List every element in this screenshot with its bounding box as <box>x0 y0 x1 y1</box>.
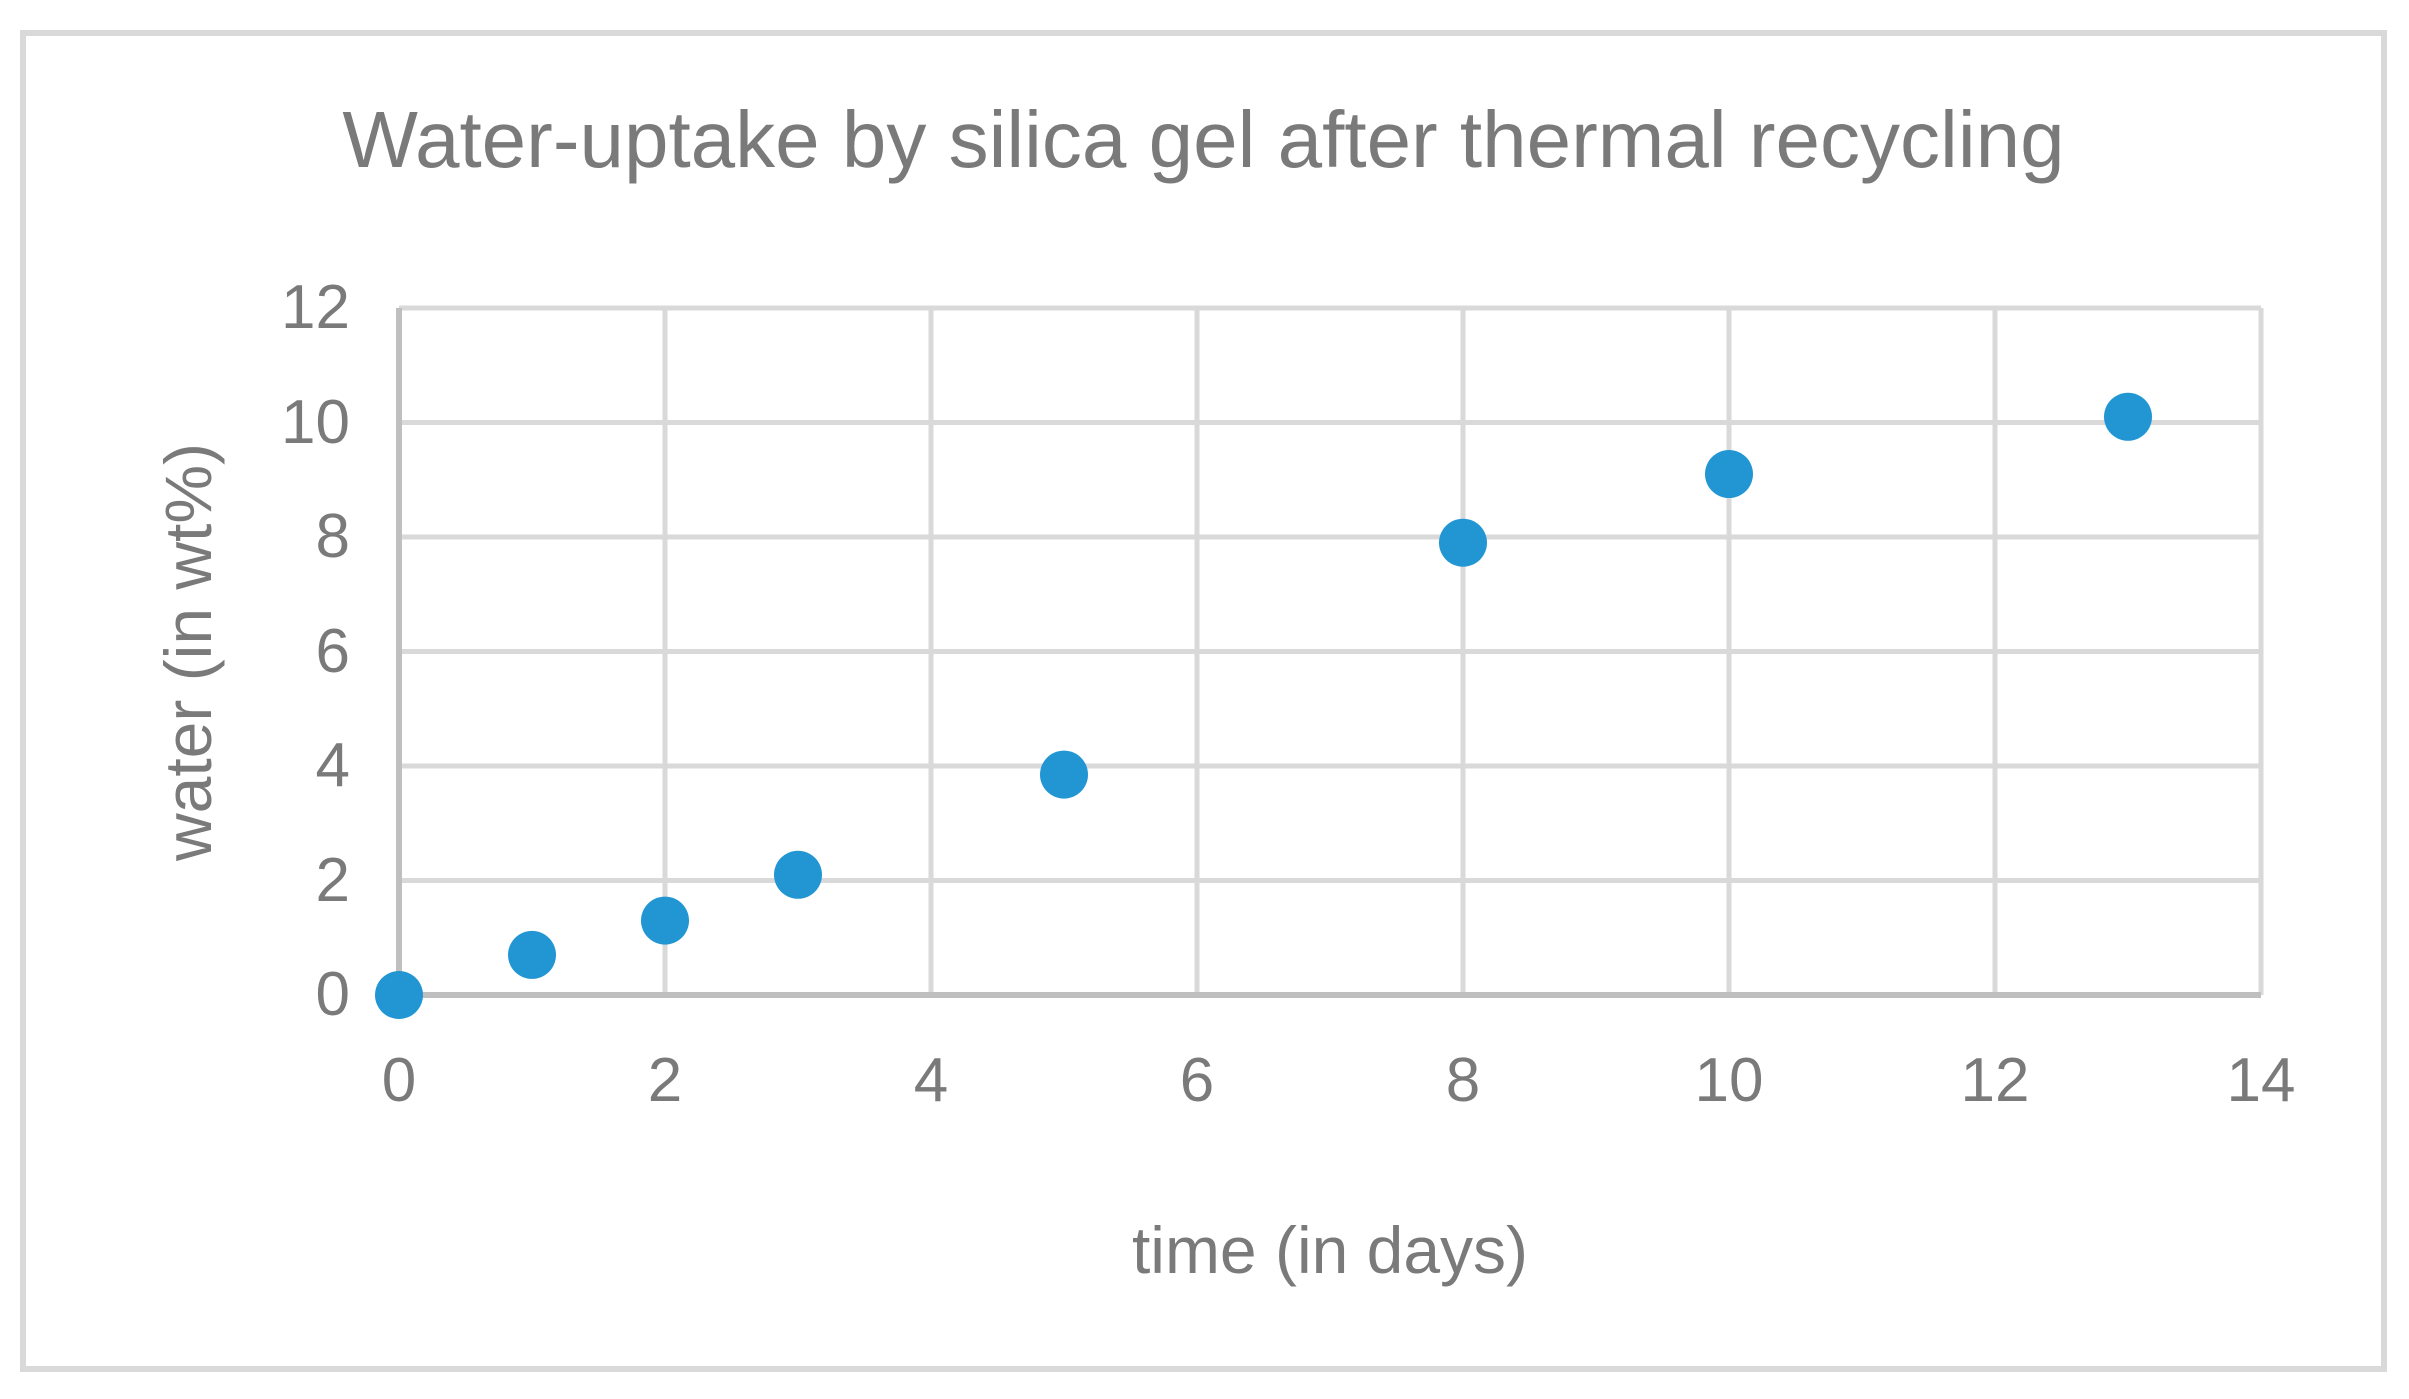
chart-title: Water-uptake by silica gel after thermal… <box>342 95 2065 184</box>
y-tick-label: 4 <box>315 731 350 800</box>
y-tick-label: 10 <box>281 387 350 457</box>
y-tick-label: 12 <box>281 273 350 342</box>
data-point-marker <box>1040 750 1088 799</box>
data-point-marker <box>2104 392 2152 441</box>
x-tick-label: 0 <box>381 1046 417 1115</box>
data-point-marker <box>375 971 423 1019</box>
x-tick-label: 10 <box>1694 1046 1764 1115</box>
data-point-marker <box>774 850 822 899</box>
x-tick-label: 6 <box>1179 1046 1215 1115</box>
data-point-marker <box>1439 518 1487 567</box>
data-point-marker <box>1705 450 1753 499</box>
y-tick-label: 0 <box>315 960 350 1029</box>
data-point-marker <box>641 896 689 945</box>
x-tick-label: 12 <box>1960 1046 2030 1115</box>
x-tick-label: 14 <box>2226 1046 2296 1115</box>
data-point-marker <box>508 930 556 979</box>
x-tick-label: 2 <box>647 1046 683 1115</box>
x-tick-label: 4 <box>913 1046 949 1115</box>
x-axis-title: time (in days) <box>1131 1213 1529 1287</box>
y-tick-label: 6 <box>315 616 350 686</box>
y-tick-label: 8 <box>315 502 350 571</box>
x-tick-label: 8 <box>1445 1046 1481 1115</box>
y-tick-label: 2 <box>315 845 350 915</box>
